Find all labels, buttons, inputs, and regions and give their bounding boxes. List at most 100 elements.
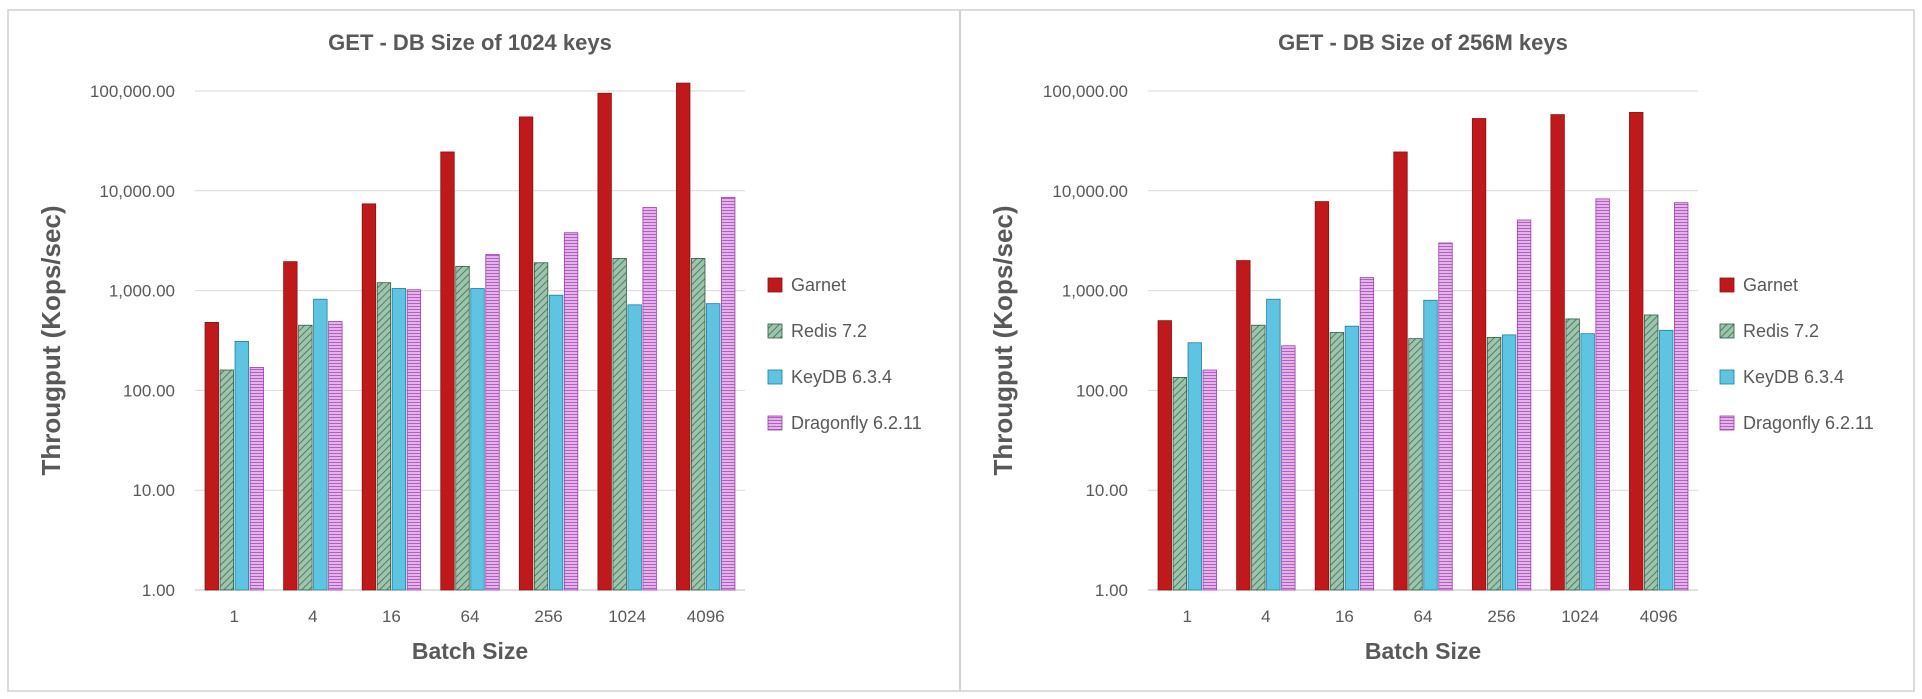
bar-garnet-1: [204, 322, 219, 591]
bar-keydb-6-3-4-16: [1344, 325, 1360, 591]
bar-redis-7-2-4: [298, 324, 313, 591]
bar-garnet-4096: [676, 82, 691, 591]
bar-garnet-256: [1471, 118, 1487, 591]
y-tick-label: 10,000.00: [1052, 182, 1128, 201]
legend: Garnet Redis 7.2 KeyDB 6.3.4 Dragonfly 6.2.…: [767, 275, 922, 433]
y-tick-label: 1.00: [142, 581, 175, 600]
x-tick-label: 64: [461, 607, 480, 626]
y-tick-label: 1,000.00: [1062, 282, 1128, 301]
bar-keydb-6-3-4-256: [1501, 334, 1517, 591]
y-tick-label: 100.00: [123, 381, 175, 400]
x-tick-label: 1: [230, 607, 239, 626]
bar-redis-7-2-256: [533, 262, 549, 591]
bar-garnet-256: [518, 116, 534, 591]
legend-swatch: [767, 369, 783, 385]
bar-keydb-6-3-4-1024: [627, 304, 642, 591]
bar-garnet-16: [1314, 201, 1330, 591]
bar-garnet-1024: [1550, 114, 1565, 591]
bar-redis-7-2-256: [1486, 336, 1502, 591]
y-tick-label: 100,000.00: [1043, 82, 1128, 101]
x-tick-label: 16: [1335, 607, 1354, 626]
bar-dragonfly-6-2-11-1024: [1595, 198, 1610, 591]
legend-label: Garnet: [1743, 275, 1798, 295]
bar-redis-7-2-1: [219, 369, 234, 591]
bar-dragonfly-6-2-11-4096: [721, 196, 736, 591]
bar-dragonfly-6-2-11-4096: [1674, 202, 1689, 591]
bar-keydb-6-3-4-64: [470, 288, 485, 591]
legend-label: Redis 7.2: [791, 321, 867, 341]
x-tick-label: 1024: [608, 607, 646, 626]
x-tick-label: 1: [1183, 607, 1192, 626]
bar-redis-7-2-4096: [1644, 314, 1659, 591]
bar-keydb-6-3-4-64: [1423, 299, 1438, 591]
legend-label: Garnet: [791, 275, 846, 295]
bar-keydb-6-3-4-256: [548, 294, 564, 591]
bar-redis-7-2-4: [1251, 324, 1266, 591]
bar-dragonfly-6-2-11-16: [1359, 277, 1375, 591]
legend-label: Dragonfly 6.2.11: [1743, 413, 1874, 433]
bar-redis-7-2-64: [455, 265, 470, 591]
x-tick-label: 64: [1414, 607, 1433, 626]
bar-garnet-4: [283, 261, 298, 591]
x-tick-label: 4: [308, 607, 317, 626]
bar-dragonfly-6-2-11-4: [1281, 345, 1296, 591]
legend-swatch: [767, 415, 783, 431]
bar-keydb-6-3-4-4096: [1659, 329, 1674, 591]
y-tick-label: 10,000.00: [99, 182, 175, 201]
bar-redis-7-2-1: [1172, 376, 1187, 591]
legend-label: KeyDB 6.3.4: [1743, 367, 1844, 387]
bar-garnet-4: [1236, 260, 1251, 591]
chart-panel-2: GET - DB Size of 256M keys 1.00 10.00 100.0…: [988, 30, 1874, 664]
chart-panel-1: GET - DB Size of 1024 keys 1.00 10.00 100.0…: [36, 30, 922, 664]
y-axis-label: Througput (Kops/sec): [988, 205, 1018, 475]
x-axis-label: Batch Size: [1365, 638, 1481, 664]
y-tick-label: 10.00: [132, 481, 175, 500]
chart-title: GET - DB Size of 1024 keys: [328, 30, 612, 55]
legend: Garnet Redis 7.2 KeyDB 6.3.4 Dragonfly 6.2.…: [1719, 275, 1874, 433]
x-tick-label: 4096: [1640, 607, 1678, 626]
bar-dragonfly-6-2-11-1: [249, 367, 264, 591]
bar-redis-7-2-1024: [612, 258, 627, 591]
bar-dragonfly-6-2-11-256: [563, 232, 579, 591]
legend-swatch: [1719, 277, 1735, 293]
bar-keydb-6-3-4-1: [234, 340, 249, 591]
y-tick-label: 1.00: [1095, 581, 1128, 600]
bar-redis-7-2-16: [1329, 332, 1345, 591]
bar-redis-7-2-64: [1408, 338, 1423, 591]
bar-garnet-64: [440, 151, 455, 591]
bar-dragonfly-6-2-11-64: [485, 254, 500, 591]
x-tick-label: 16: [382, 607, 401, 626]
bar-redis-7-2-1024: [1565, 318, 1580, 591]
bar-dragonfly-6-2-11-64: [1438, 242, 1453, 591]
y-tick-label: 10.00: [1085, 481, 1128, 500]
x-tick-label: 256: [534, 607, 562, 626]
chart-title: GET - DB Size of 256M keys: [1278, 30, 1568, 55]
bar-garnet-16: [361, 203, 377, 591]
y-tick-label: 100.00: [1076, 381, 1128, 400]
bar-keydb-6-3-4-1024: [1580, 333, 1595, 591]
y-tick-label: 1,000.00: [109, 282, 175, 301]
bar-garnet-1: [1157, 320, 1172, 591]
legend-swatch: [1719, 415, 1735, 431]
x-tick-label: 4096: [687, 607, 725, 626]
bar-keydb-6-3-4-4: [1266, 298, 1281, 591]
legend-swatch: [767, 323, 783, 339]
legend-swatch: [1719, 369, 1735, 385]
bar-keydb-6-3-4-4096: [706, 303, 721, 591]
x-axis-label: Batch Size: [412, 638, 528, 664]
legend-label: Redis 7.2: [1743, 321, 1819, 341]
bar-garnet-64: [1393, 151, 1408, 591]
bar-dragonfly-6-2-11-16: [406, 289, 422, 591]
x-tick-label: 256: [1487, 607, 1515, 626]
bar-garnet-4096: [1629, 112, 1644, 591]
legend-swatch: [1719, 323, 1735, 339]
x-tick-label: 1024: [1561, 607, 1599, 626]
legend-swatch: [767, 277, 783, 293]
bar-keydb-6-3-4-16: [391, 288, 407, 591]
bar-redis-7-2-4096: [691, 258, 706, 591]
bar-garnet-1024: [597, 92, 612, 591]
y-axis-label: Througput (Kops/sec): [36, 205, 66, 475]
bar-dragonfly-6-2-11-1: [1202, 369, 1217, 591]
